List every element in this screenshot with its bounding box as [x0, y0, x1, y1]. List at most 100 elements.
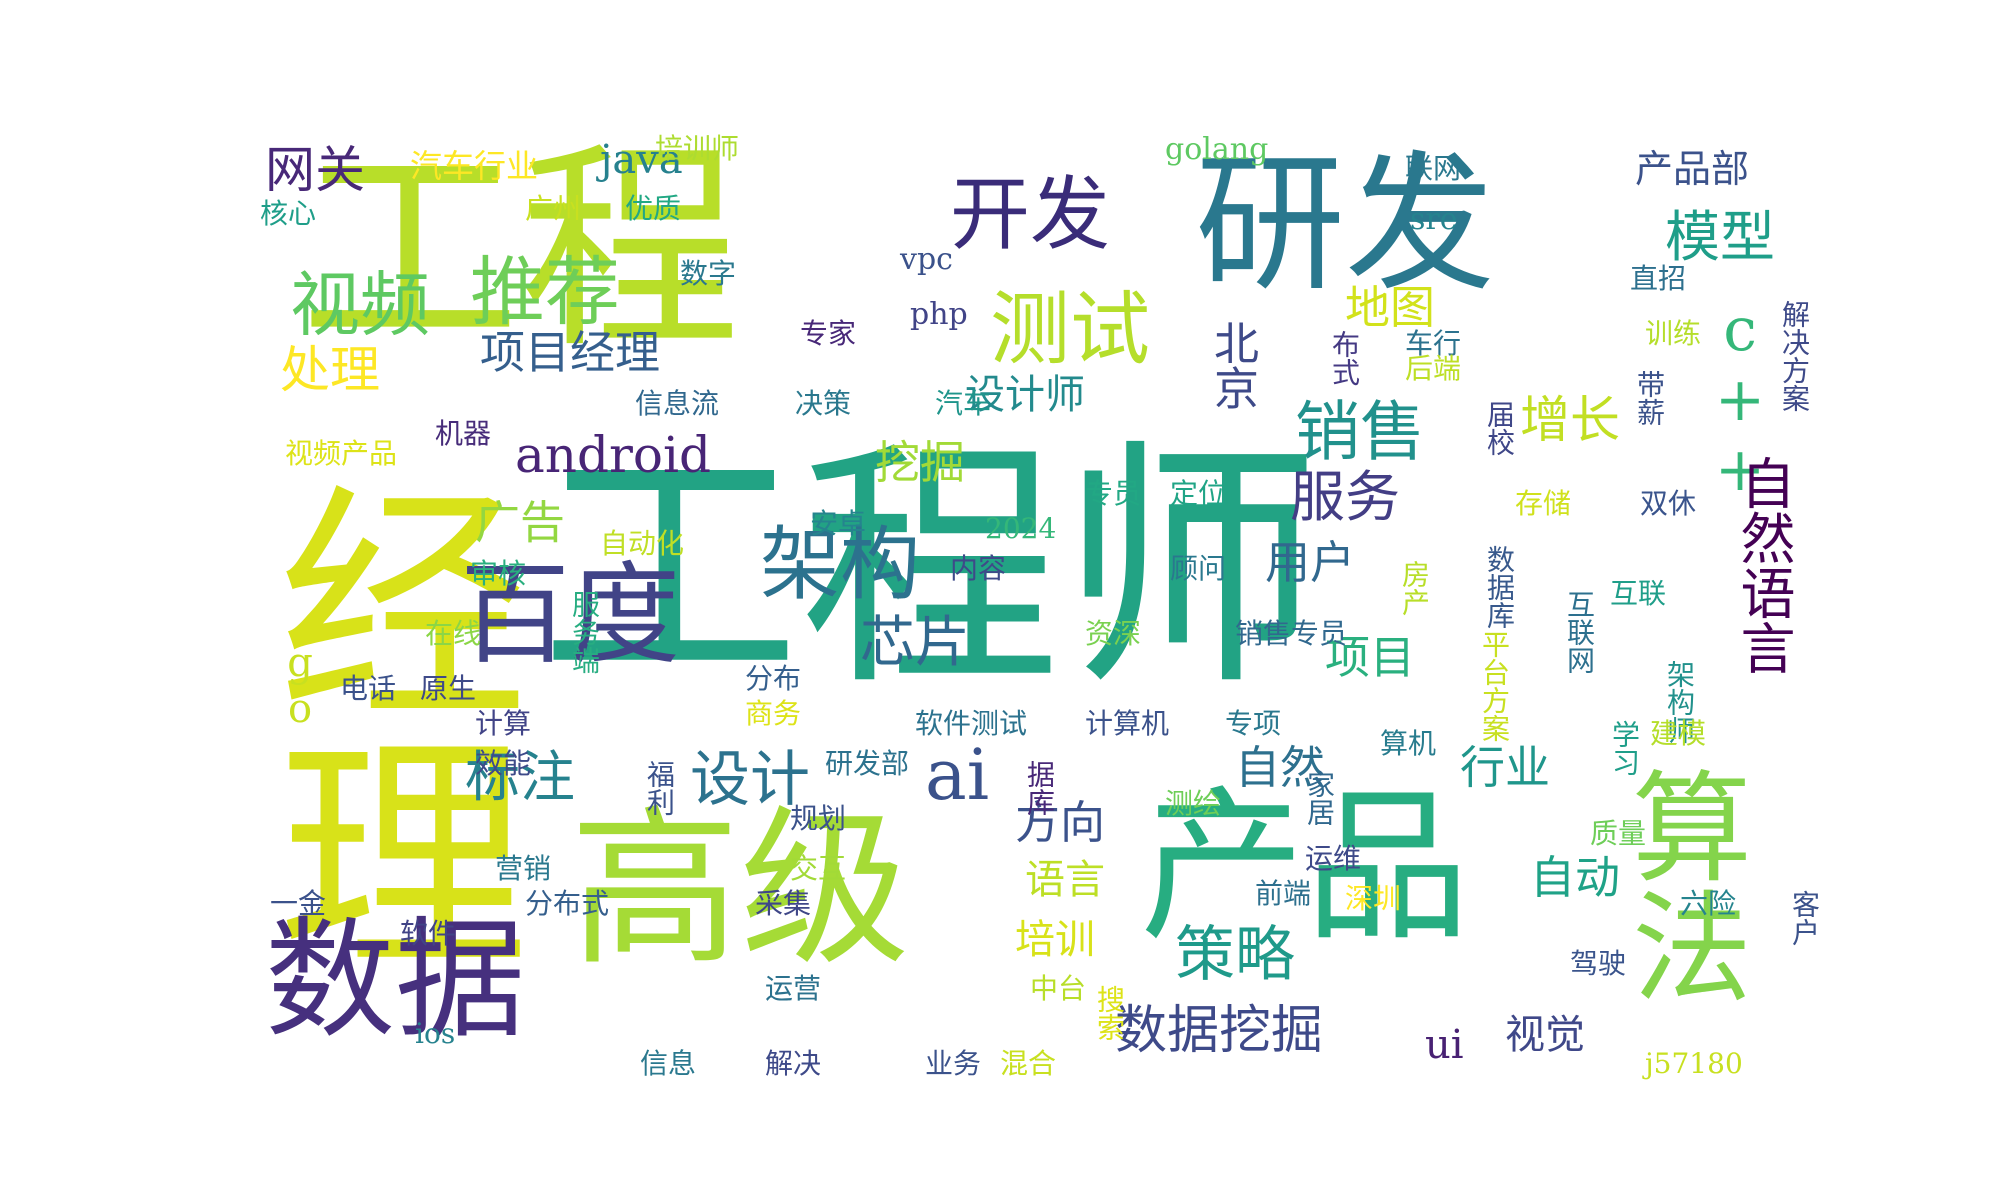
word-cloud-word: 服务 [1290, 465, 1401, 529]
word-cloud-word: 工程师 [540, 419, 1320, 721]
word-cloud-word: 设计师 [965, 372, 1085, 418]
word-cloud-word: 带薪 [1633, 370, 1666, 426]
word-cloud-word: 建模 [1650, 717, 1707, 750]
word-cloud-word: 算法 [1611, 765, 1750, 1005]
word-cloud-word: 业务 [925, 1047, 982, 1080]
word-cloud-word: vpc [900, 242, 953, 277]
word-cloud-word: 视频产品 [285, 437, 398, 470]
word-cloud-word: 架构 [760, 518, 920, 611]
word-cloud-word: 处理 [280, 341, 380, 399]
word-cloud-word: 产品 [1140, 771, 1470, 963]
word-cloud-word: 方向 [1015, 796, 1106, 849]
word-cloud-word: 信息 [640, 1047, 697, 1080]
word-cloud-word: 安卓 [810, 507, 867, 540]
word-cloud-word: 届校 [1483, 400, 1516, 456]
word-cloud-word: 行业 [1460, 741, 1551, 794]
word-cloud-word: 计算机 [1085, 707, 1170, 740]
word-cloud-word: 数字 [680, 257, 737, 290]
word-cloud-word: 分布 [745, 662, 802, 695]
word-cloud-word: 信息流 [635, 387, 720, 420]
word-cloud-word: 北京 [1206, 320, 1259, 410]
word-cloud-word: 自动 [1530, 851, 1621, 904]
word-cloud-word: 存储 [1515, 487, 1572, 520]
word-cloud-word: 后端 [1405, 352, 1462, 385]
word-cloud-word: 网关 [265, 141, 365, 199]
word-cloud-word: 据库 [1023, 760, 1056, 816]
word-cloud-word: 专项 [1225, 707, 1282, 740]
word-cloud-word: 经理 [235, 475, 526, 975]
word-cloud-word: 芯片 [860, 610, 971, 674]
word-cloud-word: 视频 [290, 264, 430, 346]
word-cloud-word: 资深 [1085, 617, 1142, 650]
word-cloud-word: 学习 [1608, 720, 1641, 776]
word-cloud-word: ai [925, 734, 990, 816]
word-cloud-word: 训练 [1645, 317, 1702, 350]
word-cloud-word: 销售专员 [1235, 617, 1348, 650]
word-cloud-word: 车行 [1405, 327, 1462, 360]
word-cloud-word: 驾驶 [1570, 947, 1627, 980]
word-cloud-word: 计算 [475, 707, 532, 740]
word-cloud-word: 自然语言 [1731, 455, 1795, 675]
word-cloud-word: 顾问 [1170, 552, 1227, 585]
word-cloud-word: golang [1165, 132, 1269, 167]
word-cloud-word: 广告 [475, 496, 566, 549]
word-cloud-word: 定位 [1170, 477, 1227, 510]
word-cloud-word: 项目经理 [480, 326, 661, 379]
word-cloud-word: j57180 [1645, 1047, 1743, 1080]
word-cloud-word: 中台 [1030, 972, 1087, 1005]
word-cloud-word: 销售 [1295, 395, 1426, 470]
word-cloud-word: 联网 [1405, 152, 1462, 185]
word-cloud-word: 互联 [1610, 577, 1667, 610]
word-cloud-word: 核心 [260, 197, 317, 230]
word-cloud-word: 研发部 [825, 747, 910, 780]
word-cloud-word: sre [1410, 202, 1458, 237]
word-cloud-word: 推荐 [470, 248, 621, 336]
word-cloud-word: 培训师 [655, 132, 740, 165]
word-cloud-word: 双休 [1640, 487, 1697, 520]
word-cloud-word: 互联网 [1563, 590, 1596, 674]
word-cloud-word: 数据挖掘 [1115, 1001, 1324, 1061]
word-cloud-word: 数据 [265, 904, 526, 1056]
word-cloud-word: 培训 [1015, 917, 1095, 963]
word-cloud-word: 审核 [470, 557, 527, 590]
word-cloud-word: 百度 [460, 551, 680, 679]
word-cloud-word: 决策 [795, 387, 852, 420]
word-cloud-word: 房产 [1398, 560, 1431, 616]
word-cloud-word: 解决方案 [1778, 300, 1811, 412]
word-cloud-word: 软件测试 [915, 707, 1028, 740]
word-cloud-word: 视觉 [1505, 1012, 1585, 1058]
word-cloud-word: 测试 [990, 283, 1150, 376]
word-cloud-word: java [600, 137, 683, 183]
word-cloud-word: 汽车 [935, 387, 992, 420]
word-cloud-word: c++ [1705, 295, 1775, 505]
word-cloud-word: 采集 [755, 887, 812, 920]
word-cloud-word: 数据库 [1483, 545, 1516, 629]
word-cloud-word: 项目 [1325, 631, 1416, 684]
word-cloud-word: 内容 [950, 552, 1007, 585]
word-cloud-word: ios [415, 1017, 456, 1050]
word-cloud-word: 原生 [420, 672, 477, 705]
word-cloud-word: 算机 [1380, 727, 1437, 760]
word-cloud-word: 规划 [790, 802, 847, 835]
word-cloud-word: 用户 [1265, 536, 1356, 589]
word-cloud-word: 架构师 [1663, 660, 1696, 744]
word-cloud-word: 福利 [643, 760, 676, 816]
word-cloud-word: 交互 [790, 852, 847, 885]
word-cloud-word: 研发 [1195, 138, 1496, 312]
word-cloud-word: 增长 [1520, 391, 1620, 449]
word-cloud-word: 直招 [1630, 262, 1687, 295]
word-cloud-word: 策略 [1175, 920, 1295, 990]
word-cloud-word: 在线 [425, 617, 482, 650]
word-cloud-word: 运营 [765, 972, 822, 1005]
word-cloud-word: 挖掘 [875, 436, 966, 489]
word-cloud-word: 解决 [765, 1047, 822, 1080]
word-cloud-word: 地图 [1345, 281, 1436, 334]
word-cloud-word: 混合 [1000, 1047, 1057, 1080]
word-cloud-word: 广州 [525, 192, 582, 225]
word-cloud-word: 专家 [800, 317, 857, 350]
word-cloud-word: 优质 [625, 192, 682, 225]
word-cloud-word: 一金 [270, 887, 327, 920]
word-cloud-word: 设计 [690, 745, 810, 815]
word-cloud-word: 语言 [1025, 857, 1105, 903]
